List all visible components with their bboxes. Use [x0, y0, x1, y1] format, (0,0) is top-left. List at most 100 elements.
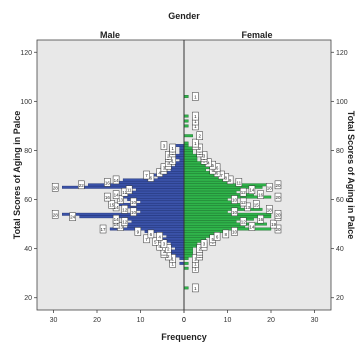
- y-tick-label: 40: [24, 246, 32, 253]
- data-label-female: 19: [270, 219, 277, 229]
- data-label-male: 7: [143, 170, 150, 180]
- data-label-female: 2: [196, 131, 203, 140]
- bar-male: [179, 146, 185, 150]
- svg-text:5: 5: [211, 163, 214, 168]
- svg-text:3: 3: [163, 144, 166, 149]
- data-label-female: 20: [274, 210, 282, 219]
- bar-female: [183, 203, 250, 206]
- data-label-male: 9: [134, 227, 142, 236]
- svg-text:7: 7: [145, 237, 148, 242]
- svg-text:20: 20: [275, 195, 281, 200]
- data-label-female: 16: [257, 190, 264, 199]
- y-tick-label: 20: [24, 295, 32, 302]
- svg-text:5: 5: [211, 237, 214, 242]
- svg-text:18: 18: [267, 207, 273, 212]
- svg-text:17: 17: [101, 227, 107, 232]
- svg-text:2: 2: [198, 247, 201, 252]
- svg-text:16: 16: [105, 180, 111, 185]
- svg-text:12: 12: [241, 200, 247, 205]
- y-axis-label-left: Total Scores of Aging in Palce: [12, 111, 22, 240]
- x-tick-label: 10: [224, 317, 232, 324]
- bar-male: [175, 163, 185, 167]
- bar-female: [183, 156, 198, 160]
- svg-text:1: 1: [171, 261, 174, 266]
- svg-text:10: 10: [131, 210, 137, 215]
- chart-title: Gender: [168, 11, 200, 21]
- data-label-male: 17: [99, 224, 107, 234]
- data-label-male: 4: [156, 232, 163, 241]
- bar-female: [183, 124, 189, 128]
- x-tick-label: 0: [182, 317, 186, 324]
- bar-male: [175, 153, 185, 157]
- svg-text:2: 2: [167, 153, 170, 158]
- svg-text:16: 16: [258, 193, 264, 198]
- svg-text:16: 16: [258, 217, 264, 222]
- panel-label-male: Male: [100, 30, 120, 40]
- svg-text:12: 12: [241, 220, 247, 225]
- svg-text:20: 20: [275, 227, 281, 232]
- bar-female: [183, 242, 198, 246]
- svg-text:4: 4: [158, 171, 161, 176]
- data-label-female: 6: [213, 232, 221, 241]
- svg-text:10: 10: [232, 229, 238, 234]
- y-tick-label-right: 100: [336, 99, 348, 106]
- svg-text:6: 6: [216, 171, 219, 176]
- bar-female: [183, 119, 189, 123]
- data-label-male: 14: [112, 175, 120, 185]
- svg-text:1: 1: [194, 261, 197, 266]
- bar-female: [183, 220, 237, 224]
- y-tick-label: 60: [24, 197, 32, 204]
- data-label-male: 14: [112, 190, 120, 199]
- svg-text:14: 14: [114, 217, 120, 222]
- svg-text:14: 14: [249, 225, 255, 230]
- x-tick-label: 20: [93, 317, 101, 324]
- y-axis-left: 20 40 60 80 100 120: [20, 50, 37, 302]
- bar-male: [175, 161, 185, 165]
- svg-text:1: 1: [194, 256, 197, 261]
- y-tick-label-right: 20: [336, 295, 344, 302]
- data-label-female: 16: [257, 214, 264, 224]
- bar-female: [183, 151, 193, 155]
- bar-female: [183, 210, 228, 214]
- svg-text:14: 14: [114, 222, 120, 227]
- svg-text:1: 1: [194, 119, 197, 124]
- svg-text:3: 3: [163, 242, 166, 247]
- bar-male: [166, 234, 185, 238]
- y-tick-label-right: 60: [336, 197, 344, 204]
- panel-label-female: Female: [241, 30, 272, 40]
- svg-text:5: 5: [211, 168, 214, 173]
- svg-text:14: 14: [114, 205, 120, 210]
- svg-text:4: 4: [158, 234, 161, 239]
- bar-female: [183, 149, 193, 152]
- bar-female: [183, 188, 246, 192]
- data-label-female: 10: [231, 227, 238, 236]
- bar-male: [170, 249, 185, 253]
- data-label-male: 24: [69, 212, 76, 221]
- svg-text:22: 22: [79, 183, 85, 188]
- bar-labels-group: 1111112232322243335575466891017201314141…: [51, 92, 282, 293]
- data-label-female: 20: [274, 180, 282, 190]
- bar-male: [175, 156, 185, 160]
- data-label-female: 15: [253, 200, 260, 209]
- svg-text:2: 2: [167, 161, 170, 166]
- bar-female: [183, 95, 189, 98]
- bar-male: [175, 254, 185, 258]
- bar-female: [183, 252, 193, 255]
- svg-text:6: 6: [150, 175, 153, 180]
- svg-text:8: 8: [225, 175, 228, 180]
- data-label-male: 10: [130, 197, 137, 207]
- data-label-male: 13: [117, 195, 124, 204]
- svg-text:15: 15: [109, 202, 115, 207]
- svg-text:6: 6: [216, 166, 219, 171]
- svg-text:4: 4: [207, 161, 210, 166]
- bar-male: [179, 261, 185, 265]
- svg-text:19: 19: [271, 222, 277, 227]
- data-label-male: 12: [121, 217, 129, 226]
- bar-male: [122, 217, 185, 221]
- svg-text:1: 1: [171, 256, 174, 261]
- data-label-female: 14: [248, 185, 256, 194]
- svg-text:18: 18: [267, 185, 273, 190]
- data-label-male: 28: [51, 183, 59, 192]
- svg-text:2: 2: [167, 247, 170, 252]
- data-label-male: 28: [51, 210, 59, 219]
